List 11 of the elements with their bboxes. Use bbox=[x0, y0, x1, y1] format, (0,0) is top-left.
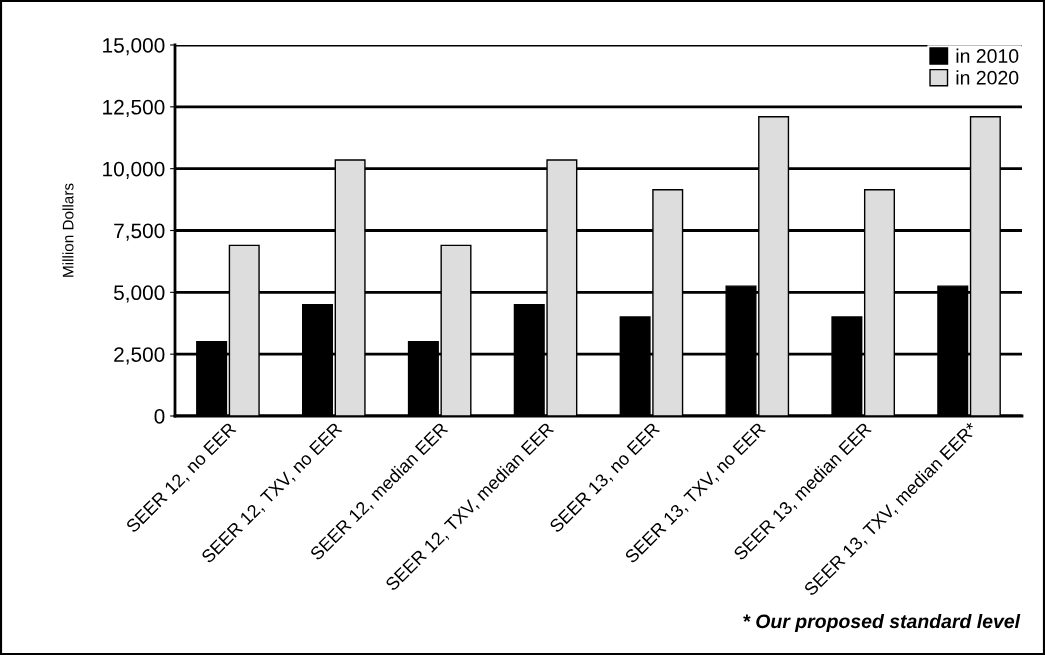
y-tick-label: 0 bbox=[154, 409, 165, 424]
legend-label: in 2010 bbox=[956, 48, 1019, 63]
legend-label: in 2020 bbox=[956, 70, 1019, 85]
y-tick-label: 2,500 bbox=[114, 347, 165, 365]
y-tick-label: 15,000 bbox=[103, 38, 165, 56]
y-tick-label: 10,000 bbox=[103, 161, 165, 179]
y-tick-label: 12,500 bbox=[103, 99, 165, 118]
y-tick-label: 5,000 bbox=[113, 285, 165, 303]
y-tick-label: 7,500 bbox=[114, 223, 165, 241]
text: * Our proposed standard level bbox=[743, 613, 1021, 633]
y-axis-title: Million Dollars bbox=[62, 183, 74, 277]
